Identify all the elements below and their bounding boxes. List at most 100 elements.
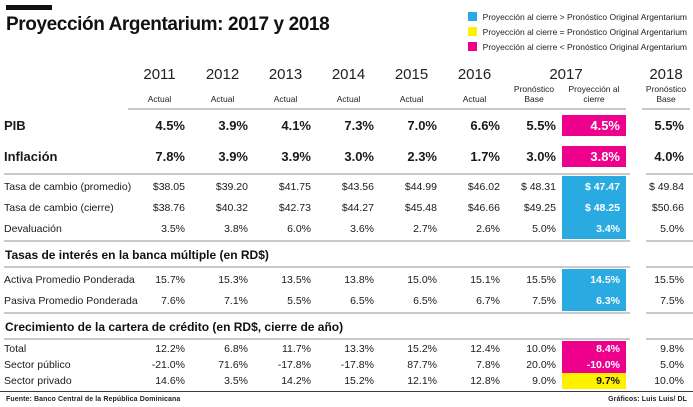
row-label: Sector público <box>4 359 71 372</box>
cell-2011: 4.5% <box>155 118 185 134</box>
table-header: 2011 2012 2013 2014 2015 2016 2017 2018 … <box>4 66 693 111</box>
cell-2017-base: $49.25 <box>523 201 556 214</box>
table-row: Inflación 7.8% 3.9% 3.9% 3.0% 2.3% 1.7% 3.0% 3.8… <box>4 141 693 172</box>
footer: Fuente: Banco Central de la República Do… <box>0 392 693 403</box>
col-year-2013: 2013 <box>268 66 303 83</box>
cell-2017-proyeccion: -10.0% <box>562 357 626 374</box>
separator-line <box>4 311 693 315</box>
year-header-row: 2011 2012 2013 2014 2015 2016 2017 2018 <box>4 66 693 84</box>
col-sub-2017-proyeccion: Proyección al cierre <box>562 84 626 111</box>
table-row: Activa Promedio Ponderada 15.7% 15.3% 13.5%… <box>4 269 693 291</box>
row-label: Total <box>4 343 27 356</box>
cell-2014: 3.0% <box>344 149 374 165</box>
cell-2016: 12.4% <box>470 343 500 356</box>
cell-2011: 7.6% <box>161 294 185 307</box>
legend-item-equal: Proyección al cierre = Pronóstico Origin… <box>467 24 687 39</box>
cell-2012: 6.8% <box>224 343 248 356</box>
cell-2017-base: $ 48.31 <box>520 180 556 193</box>
cell-2012: 3.9% <box>218 118 248 134</box>
cell-2013: $42.73 <box>278 201 311 214</box>
row-label: Devaluación <box>4 222 62 235</box>
legend-swatch-cyan-icon <box>467 12 477 21</box>
cell-2011: 7.8% <box>155 149 185 165</box>
cell-2014: -17.8% <box>340 359 374 372</box>
col-year-2011: 2011 <box>143 66 176 83</box>
cell-2013: 4.1% <box>281 118 311 134</box>
cell-2012: $39.20 <box>215 180 248 193</box>
col-sub-2016: Actual <box>443 84 506 111</box>
cell-2018-base: 5.0% <box>660 359 684 372</box>
separator-line <box>4 265 693 269</box>
cell-2011: $38.76 <box>152 201 185 214</box>
cell-2012: 71.6% <box>218 359 248 372</box>
cell-2018-base: 5.0% <box>660 222 684 235</box>
cell-2011: -21.0% <box>151 359 185 372</box>
cell-2017-base: 5.0% <box>532 222 556 235</box>
col-sub-2017-base: Pronóstico Base <box>506 84 562 111</box>
subheader-row: Actual Actual Actual Actual Actual Actua… <box>4 84 693 111</box>
cell-2018-base: $ 49.84 <box>648 180 684 193</box>
cell-2013: 13.5% <box>281 273 311 286</box>
col-year-2014: 2014 <box>331 66 366 83</box>
col-year-2012: 2012 <box>205 66 240 83</box>
graphics-credit: Gráficos: Luis Luis/ DL <box>608 396 687 404</box>
table-body: PIB 4.5% 3.9% 4.1% 7.3% 7.0% 6.6% 5.5% 4.5% 5.5% I… <box>4 110 693 390</box>
cell-2014: 13.8% <box>344 273 374 286</box>
cell-2014: 13.3% <box>344 343 374 356</box>
cell-2014: 6.5% <box>350 294 374 307</box>
cell-2011: 12.2% <box>155 343 185 356</box>
cell-2016: $46.02 <box>467 180 500 193</box>
cell-2017-proyeccion: 14.5% <box>562 269 626 291</box>
cell-2018-base: 9.8% <box>660 343 684 356</box>
cell-2017-proyeccion: 3.4% <box>562 218 626 240</box>
cell-2017-base: 15.5% <box>526 273 556 286</box>
projection-table: 2011 2012 2013 2014 2015 2016 2017 2018 … <box>0 66 693 390</box>
cell-2015: 87.7% <box>407 359 437 372</box>
col-sub-2014: Actual <box>317 84 380 111</box>
table-row: Tasa de cambio (cierre) $38.76 $40.32 $42.7… <box>4 197 693 219</box>
cell-2017-proyeccion: $ 48.25 <box>562 197 626 219</box>
cell-2015: $45.48 <box>404 201 437 214</box>
section-header: Crecimiento de la cartera de crédito (en… <box>5 320 344 335</box>
cell-2017-proyeccion: 9.7% <box>562 373 626 390</box>
cell-2012: $40.32 <box>215 201 248 214</box>
table-row: Devaluación 3.5% 3.8% 6.0% 3.6% 2.7% 2.6% 5.0% 3… <box>4 218 693 240</box>
cell-2017-proyeccion: 3.8% <box>562 146 626 168</box>
cell-2017-proyeccion: $ 47.47 <box>562 176 626 198</box>
legend-label: Proyección al cierre > Pronóstico Origin… <box>482 11 687 22</box>
col-sub-2012: Actual <box>191 84 254 111</box>
cell-2011: 14.6% <box>155 375 185 388</box>
cell-2018-base: 7.5% <box>660 294 684 307</box>
cell-2018-base: 4.0% <box>654 149 684 165</box>
cell-2017-base: 3.0% <box>526 149 556 165</box>
page-title: Proyección Argentarium: 2017 y 2018 <box>6 14 330 35</box>
cell-2017-base: 7.5% <box>532 294 556 307</box>
row-label: Tasa de cambio (promedio) <box>4 180 132 193</box>
cell-2013: -17.8% <box>277 359 311 372</box>
cell-2016: 2.6% <box>476 222 500 235</box>
cell-2017-base: 9.0% <box>532 375 556 388</box>
source-credit: Fuente: Banco Central de la República Do… <box>6 396 181 404</box>
separator-line <box>4 239 693 243</box>
cell-2014: 7.3% <box>344 118 374 134</box>
legend-label: Proyección al cierre = Pronóstico Origin… <box>482 26 687 37</box>
cell-2014: 15.2% <box>344 375 374 388</box>
cell-2013: 11.7% <box>282 343 311 356</box>
legend: Proyección al cierre > Pronóstico Origin… <box>467 9 687 54</box>
cell-2018-base: 15.5% <box>654 273 684 286</box>
cell-2013: 6.0% <box>287 222 311 235</box>
cell-2015: 6.5% <box>413 294 437 307</box>
table-row: Pasiva Promedio Ponderada 7.6% 7.1% 5.5% 6.5… <box>4 290 693 312</box>
separator-line <box>4 172 693 176</box>
col-year-2015: 2015 <box>394 66 429 83</box>
col-year-2016: 2016 <box>457 66 492 83</box>
cell-2018-base: $50.66 <box>651 201 684 214</box>
bottom-rule <box>0 391 693 393</box>
cell-2017-base: 5.5% <box>526 118 556 134</box>
row-label: PIB <box>4 118 26 134</box>
section-header: Tasas de interés en la banca múltiple (e… <box>5 248 269 263</box>
separator-line <box>4 337 693 341</box>
cell-2013: 3.9% <box>281 149 311 165</box>
title-accent-bar <box>6 5 52 10</box>
cell-2018-base: 5.5% <box>654 118 684 134</box>
